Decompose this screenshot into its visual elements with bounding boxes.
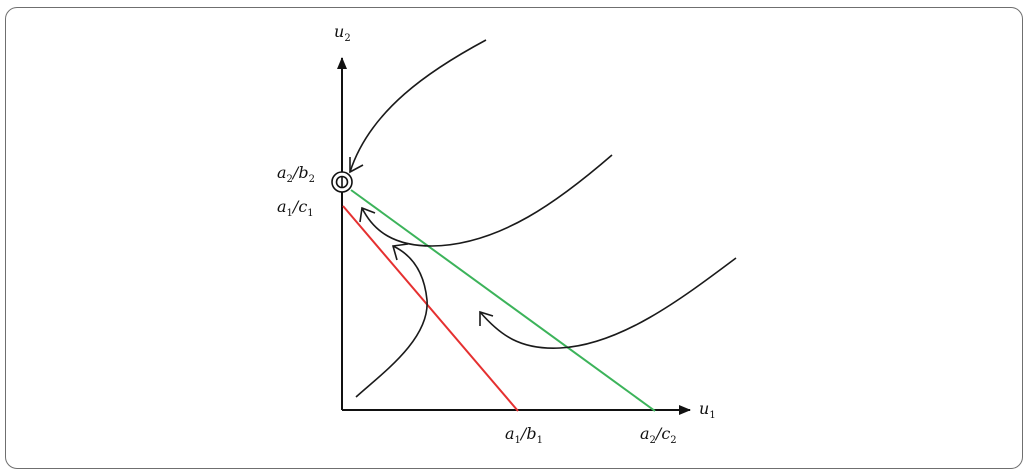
trajectory-right bbox=[479, 257, 737, 349]
label-a1-over-c1: a1/c1 bbox=[277, 197, 314, 219]
trajectory-right-arrowhead bbox=[479, 310, 494, 326]
label-a2-over-b2: a2/b2 bbox=[277, 163, 315, 185]
figure-frame bbox=[5, 7, 1023, 469]
trajectory-upper-arrowhead bbox=[359, 206, 376, 223]
x-axis-label: u1 bbox=[699, 399, 716, 421]
trajectory-top-arrowhead bbox=[349, 157, 364, 174]
label-a2-over-c2: a2/c2 bbox=[640, 424, 677, 446]
trajectory-top bbox=[349, 39, 487, 173]
trajectory-upper bbox=[361, 154, 613, 247]
y-axis-label: u2 bbox=[334, 22, 351, 44]
trajectory-left bbox=[355, 245, 428, 398]
green-nullcline bbox=[350, 189, 656, 412]
red-nullcline bbox=[342, 205, 519, 412]
label-a1-over-b1: a1/b1 bbox=[505, 424, 543, 446]
equilibrium-marker bbox=[331, 171, 353, 193]
trajectory-left-arrowhead bbox=[391, 243, 409, 261]
